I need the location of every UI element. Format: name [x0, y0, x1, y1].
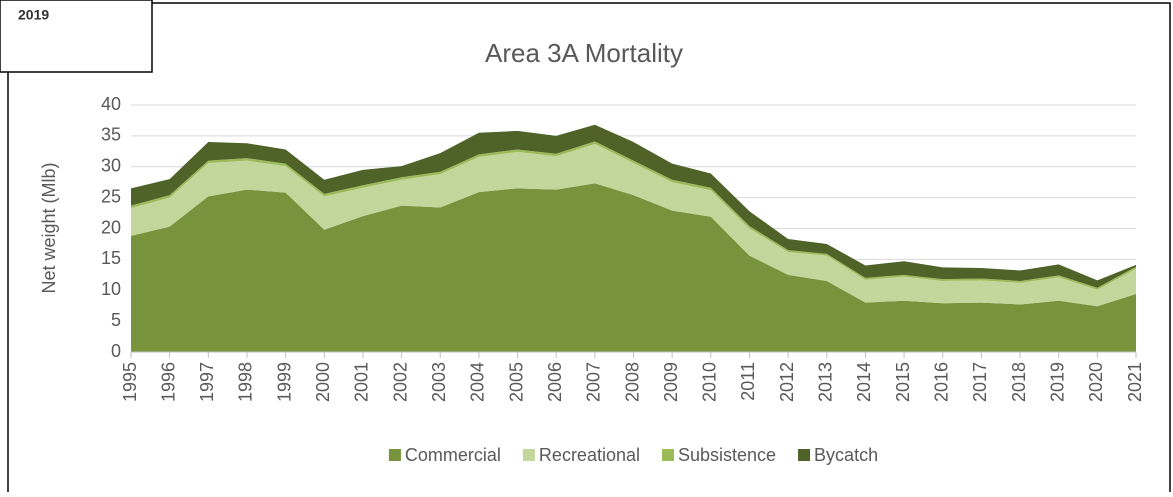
legend-label: Commercial [405, 445, 501, 465]
area [131, 183, 1136, 352]
y-tick-label: 30 [101, 156, 121, 176]
chart-frame [7, 2, 1171, 492]
x-tick-label: 2002 [390, 362, 410, 402]
x-tick-label: 2004 [468, 362, 488, 402]
y-tick-label: 10 [101, 279, 121, 299]
x-tick-label: 2005 [506, 362, 526, 402]
x-tick-label: 2016 [931, 362, 951, 402]
x-tick-label: 2020 [1086, 362, 1106, 402]
x-tick-label: 2017 [970, 362, 990, 402]
x-tick-label: 2013 [816, 362, 836, 402]
legend-swatch [522, 449, 535, 461]
y-tick-label: 40 [101, 94, 121, 114]
x-tick-label: 1996 [158, 362, 178, 402]
x-tick-label: 2011 [738, 362, 758, 401]
area [131, 143, 1136, 307]
x-tick-label: 2019 [1047, 362, 1067, 402]
x-tick-label: 1997 [197, 362, 217, 402]
legend-swatch [388, 449, 401, 461]
x-tick-label: 1999 [274, 362, 294, 402]
corner-box [0, 0, 153, 73]
x-tick-label: 2015 [893, 362, 913, 402]
legend-swatch [661, 449, 674, 461]
x-tick-label: 2010 [700, 362, 720, 402]
legend-swatch [798, 449, 811, 461]
legend: Commercial Recreational Subsistence Bycatch [388, 445, 878, 465]
y-tick-label: 15 [101, 248, 121, 268]
y-tick-label: 20 [101, 217, 121, 237]
x-tick-label: 1998 [236, 362, 256, 402]
legend-label: Subsistence [678, 445, 776, 465]
y-axis-title: Net weight (Mlb) [39, 162, 59, 293]
x-tick-label: 2001 [352, 362, 372, 402]
legend-label: Bycatch [814, 445, 878, 465]
y-tick-label: 35 [101, 125, 121, 145]
x-tick-label: 2000 [313, 362, 333, 402]
x-tick-label: 1995 [120, 362, 140, 402]
x-tick-label: 2006 [545, 362, 565, 402]
y-tick-label: 25 [101, 186, 121, 206]
x-tick-label: 2018 [1009, 362, 1029, 402]
y-tick-label: 0 [111, 341, 121, 361]
x-tick-label: 2021 [1125, 362, 1145, 402]
x-tick-label: 2003 [429, 362, 449, 402]
chart-title: Area 3A Mortality [485, 38, 683, 68]
x-tick-label: 2008 [622, 362, 642, 402]
x-tick-label: 2014 [854, 362, 874, 402]
y-tick-label: 5 [111, 310, 121, 330]
x-tick-label: 2007 [584, 362, 604, 402]
x-tick-label: 2012 [777, 362, 797, 402]
corner-label: 2019 [18, 7, 49, 23]
x-tick-label: 2009 [661, 362, 681, 402]
area [131, 124, 1136, 288]
legend-label: Recreational [539, 445, 640, 465]
